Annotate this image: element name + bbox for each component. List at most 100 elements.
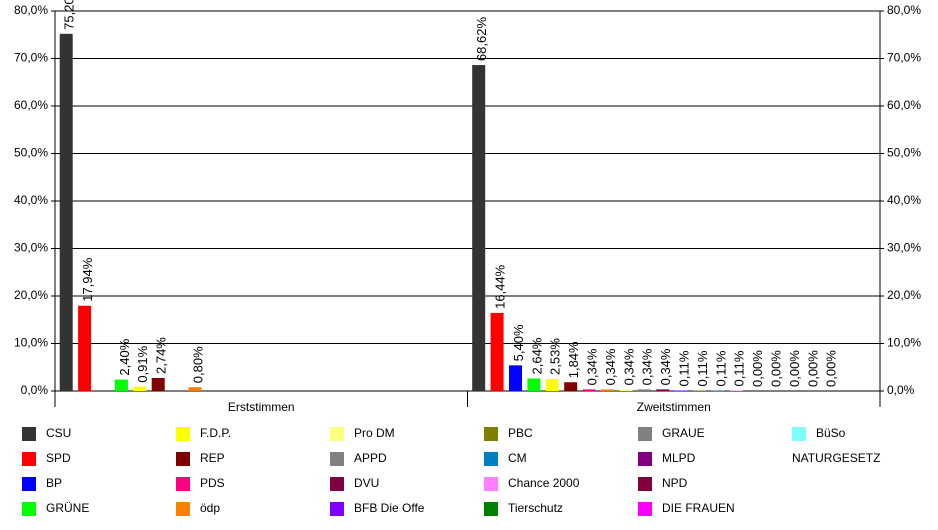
- legend-label: BFB Die Offe: [354, 501, 425, 515]
- legend-label: SPD: [46, 451, 71, 465]
- legend-swatch: [22, 427, 36, 441]
- bar: [693, 390, 706, 391]
- value-label: 0,00%: [787, 350, 802, 387]
- y2-tick-label: 30,0%: [887, 241, 921, 255]
- value-label: 0,34%: [640, 348, 655, 385]
- bar: [601, 389, 614, 391]
- legend-label: Chance 2000: [508, 476, 580, 490]
- legend-swatch: [638, 427, 652, 441]
- bar: [711, 390, 725, 391]
- value-label: 5,40%: [511, 324, 526, 361]
- bar: [637, 389, 651, 391]
- x-tick-label: Zweitstimmen: [637, 400, 711, 414]
- y2-tick-label: 0,0%: [887, 383, 915, 397]
- legend-label: APPD: [354, 451, 387, 465]
- value-label: 0,80%: [190, 346, 205, 383]
- legend-swatch: [176, 502, 190, 516]
- legend-swatch: [22, 502, 36, 516]
- value-label: 16,44%: [493, 264, 508, 309]
- y2-tick-label: 80,0%: [887, 3, 921, 17]
- legend-swatch: [638, 502, 652, 516]
- bar: [151, 377, 165, 391]
- legend-label: CM: [508, 451, 527, 465]
- legend-label: NPD: [662, 476, 688, 490]
- legend-label: ödp: [200, 501, 220, 515]
- value-label: 0,34%: [621, 348, 636, 385]
- value-label: 1,84%: [566, 341, 581, 378]
- value-label: 2,64%: [529, 337, 544, 374]
- bar: [729, 390, 743, 391]
- legend-label: BP: [46, 476, 62, 490]
- legend-label: REP: [200, 451, 225, 465]
- y2-tick-label: 40,0%: [887, 193, 921, 207]
- legend-label: BüSo: [816, 426, 846, 440]
- bar: [490, 312, 504, 391]
- bar: [582, 389, 596, 391]
- y-tick-label: 50,0%: [14, 146, 48, 160]
- bar: [472, 65, 486, 392]
- bar: [509, 365, 522, 391]
- legend-label: GRÜNE: [46, 501, 89, 515]
- legend-swatch: [176, 477, 190, 491]
- bar: [545, 378, 559, 391]
- y2-tick-label: 60,0%: [887, 98, 921, 112]
- value-label: 0,00%: [769, 350, 784, 387]
- legend-swatch: [330, 427, 344, 441]
- legend-swatch: [484, 502, 498, 516]
- legend-label: GRAUE: [662, 426, 705, 440]
- legend-swatch: [330, 502, 344, 516]
- bar: [59, 33, 73, 392]
- y-tick-label: 60,0%: [14, 98, 48, 112]
- y2-tick-label: 50,0%: [887, 146, 921, 160]
- value-label: 0,11%: [677, 350, 692, 386]
- legend-swatch: [330, 452, 344, 466]
- bar: [114, 379, 128, 391]
- legend-swatch: [22, 477, 36, 491]
- legend-label: PDS: [200, 476, 225, 490]
- legend-label: MLPD: [662, 451, 696, 465]
- legend-swatch: [792, 427, 806, 441]
- value-label: 17,94%: [80, 257, 95, 302]
- legend-label: DVU: [354, 476, 379, 490]
- y-tick-label: 0,0%: [21, 383, 49, 397]
- bar: [188, 387, 202, 391]
- legend-swatch: [638, 477, 652, 491]
- y-tick-label: 40,0%: [14, 193, 48, 207]
- legend-label: CSU: [46, 426, 71, 440]
- legend-swatch: [638, 452, 652, 466]
- bar: [656, 389, 670, 391]
- y2-tick-label: 70,0%: [887, 51, 921, 65]
- value-label: 0,91%: [135, 345, 150, 382]
- bar: [619, 389, 633, 391]
- value-label: 0,34%: [603, 348, 618, 385]
- legend-label: F.D.P.: [200, 426, 231, 440]
- y-tick-label: 70,0%: [14, 51, 48, 65]
- legend-label: PBC: [508, 426, 533, 440]
- value-label: 2,40%: [117, 338, 132, 375]
- value-label: 0,34%: [585, 348, 600, 385]
- legend-swatch: [176, 452, 190, 466]
- bar: [527, 378, 541, 391]
- x-tick-label: Erststimmen: [228, 400, 295, 414]
- value-label: 0,00%: [750, 350, 765, 387]
- value-label: 0,34%: [658, 348, 673, 385]
- legend-swatch: [484, 427, 498, 441]
- value-label: 0,00%: [805, 350, 820, 387]
- legend-label: NATURGESETZ: [792, 451, 880, 465]
- value-label: 2,53%: [548, 338, 563, 375]
- legend-label: Tierschutz: [508, 501, 563, 515]
- legend-swatch: [484, 452, 498, 466]
- value-label: 68,62%: [474, 17, 489, 62]
- value-label: 2,74%: [154, 337, 169, 374]
- bar: [564, 382, 578, 391]
- bar: [78, 305, 92, 391]
- value-label: 0,11%: [713, 350, 728, 386]
- value-label: 0,00%: [824, 350, 839, 387]
- legend-swatch: [22, 452, 36, 466]
- legend-label: DIE FRAUEN: [662, 501, 735, 515]
- legend-swatch: [330, 477, 344, 491]
- value-label: 0,11%: [732, 350, 747, 386]
- bar: [133, 386, 147, 391]
- legend-swatch: [484, 477, 498, 491]
- legend-swatch: [176, 427, 190, 441]
